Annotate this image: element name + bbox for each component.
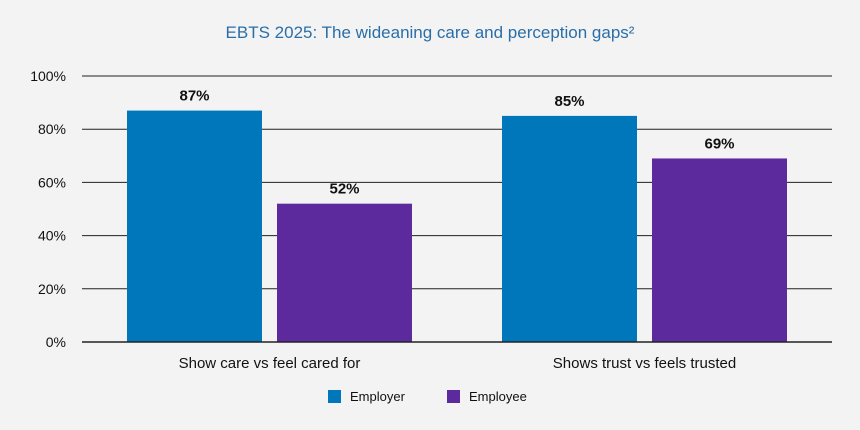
- category-labels: Show care vs feel cared for Shows trust v…: [179, 355, 737, 372]
- bar-employee-2: [652, 158, 787, 342]
- bar-employer-1: [127, 110, 262, 342]
- category-label: Show care vs feel cared for: [179, 355, 361, 372]
- y-tick-label: 0%: [46, 334, 66, 350]
- data-label: 85%: [554, 93, 584, 110]
- y-axis-ticks: 0% 20% 40% 60% 80% 100%: [30, 68, 66, 350]
- legend-label: Employer: [350, 389, 406, 404]
- legend: Employer Employee: [328, 389, 527, 404]
- bar-employer-2: [502, 115, 637, 343]
- legend-label: Employee: [469, 389, 527, 404]
- y-tick-label: 40%: [38, 228, 66, 244]
- category-label: Shows trust vs feels trusted: [553, 355, 736, 372]
- y-tick-label: 100%: [30, 68, 66, 84]
- y-tick-label: 20%: [38, 281, 66, 297]
- legend-swatch-employee: [447, 390, 460, 403]
- bar-employee-1: [277, 203, 412, 342]
- data-label: 87%: [179, 88, 209, 105]
- y-tick-label: 80%: [38, 121, 66, 137]
- legend-swatch-employer: [328, 390, 341, 403]
- y-tick-label: 60%: [38, 174, 66, 190]
- data-label: 52%: [329, 181, 359, 198]
- data-label: 69%: [704, 135, 734, 152]
- data-labels: 87% 52% 85% 69%: [179, 88, 734, 198]
- chart-title: EBTS 2025: The wideaning care and percep…: [226, 23, 635, 42]
- bars: [127, 110, 787, 343]
